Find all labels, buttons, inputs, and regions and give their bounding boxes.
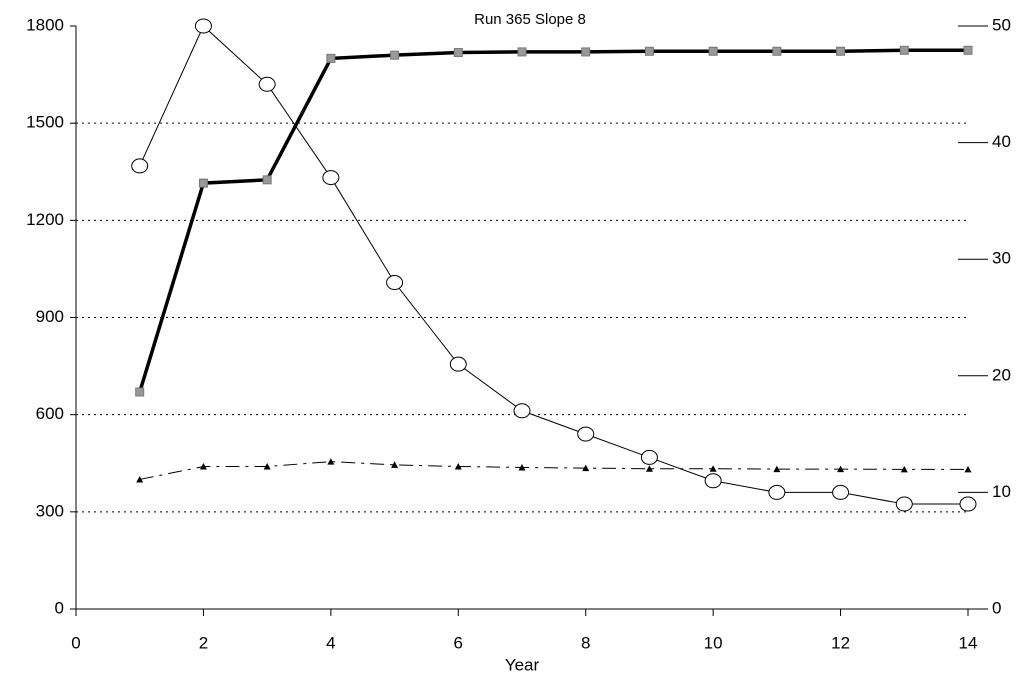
series-line [138,48,968,393]
triangle-marker [263,462,271,470]
y-tick-label: 300 [36,501,64,520]
triangle-marker [199,462,207,470]
x-tick-label: 10 [704,633,723,652]
square-marker [708,46,718,56]
y-tick-label: 1500 [26,113,64,132]
y2-tick-label: 10 [992,482,1011,501]
square-marker [963,45,973,55]
x-axis-label: Year [505,655,540,674]
y-tick-label: 900 [36,307,64,326]
y2-tick-label: 20 [992,365,1011,384]
x-tick-label: 12 [831,633,850,652]
triangle-marker [454,462,462,470]
triangle-marker [773,465,781,473]
circle-marker [640,449,658,465]
y2-tick-label: 50 [992,15,1011,34]
triangle-marker [837,465,845,473]
square-marker [198,178,208,188]
triangle-marker [645,465,653,472]
chart-title: Run 365 Slope 8 [474,11,586,28]
circle-marker [386,275,404,291]
triangle-marker [964,465,972,473]
circle-marker [895,496,913,512]
square-marker [390,50,400,60]
square-marker [135,387,145,397]
square-marker [581,47,591,57]
x-tick-label: 8 [581,633,590,652]
triangle-marker [709,465,717,472]
triangle-marker [136,475,144,483]
y-tick-label: 1200 [26,210,64,229]
triangle-marker [327,458,335,465]
y2-tick-label: 40 [992,132,1011,151]
x-tick-label: 14 [959,633,978,652]
square-marker [262,175,272,185]
circle-marker [258,76,276,92]
circle-marker [959,496,977,512]
y-tick-label: 0 [55,598,64,617]
circle-marker [577,426,595,442]
x-tick-label: 0 [71,633,80,652]
circle-marker [322,170,340,186]
y-tick-label: 600 [36,404,64,423]
triangle-marker [582,464,590,472]
circle-marker [832,484,850,500]
series-line [139,461,968,480]
triangle-marker [518,463,526,471]
square-marker [899,45,909,55]
circle-marker [513,403,531,419]
triangle-marker [900,465,908,473]
square-marker [517,47,527,57]
y2-tick-label: 0 [992,598,1001,617]
circle-marker [194,18,212,34]
circle-marker [768,484,786,500]
x-tick-label: 6 [454,633,463,652]
square-marker [644,46,654,56]
x-tick-label: 4 [326,633,335,652]
circle-marker [704,473,722,489]
triangle-marker [391,461,399,468]
square-marker [772,46,782,56]
square-marker [836,46,846,56]
square-marker [453,48,463,58]
x-tick-label: 2 [199,633,208,652]
circle-marker [131,158,149,174]
square-marker [326,53,336,63]
series-line [139,25,968,505]
y-tick-label: 1800 [26,15,64,34]
y2-tick-label: 30 [992,249,1011,268]
circle-marker [449,356,467,372]
